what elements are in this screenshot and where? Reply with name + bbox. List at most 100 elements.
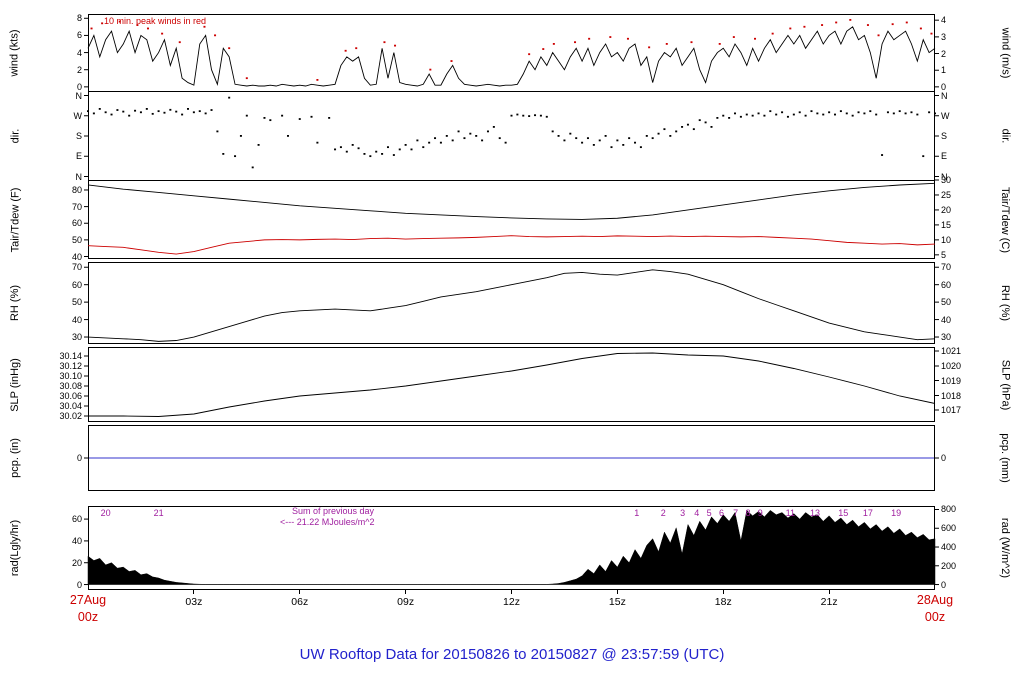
slp-axis-label-right: SLP (hPa) — [990, 347, 1020, 422]
wind-direction-deg-point — [886, 111, 889, 114]
wind-direction-deg-point — [128, 114, 131, 117]
wind-direction-deg-point — [839, 110, 842, 113]
slp-panel — [84, 347, 939, 422]
wind-direction-deg-point — [857, 111, 860, 114]
wind-direction-deg-point — [851, 114, 854, 117]
tair-axis-label-left-text: Tair/Tdew (F) — [9, 187, 21, 252]
wind-tick-left: 0 — [76, 81, 82, 92]
wind-direction-deg-point — [869, 110, 872, 113]
peak-winds-10min-point — [146, 27, 149, 30]
rad-sum-label: Sum of previous day — [292, 506, 375, 516]
wind-direction-deg-point — [216, 130, 219, 133]
peak-winds-10min-point — [754, 37, 757, 40]
wind-direction-deg-point — [575, 137, 578, 140]
peak-winds-10min-point — [178, 41, 181, 44]
peak-winds-10min-point — [450, 60, 453, 62]
relative-humidity — [87, 269, 936, 342]
wind-direction-deg-point — [539, 114, 542, 117]
wind-direction-deg-point — [710, 126, 713, 128]
wind-direction-deg-point — [675, 130, 678, 133]
wind-axis-label-left-text: wind (kts) — [9, 29, 21, 77]
rad-hour-mark: 15 — [838, 508, 849, 518]
wind-direction-deg-point — [245, 114, 248, 117]
x-start-hour: 00z — [77, 610, 99, 624]
wind-tick-right: 2 — [941, 48, 947, 59]
wind-direction-deg-point — [87, 110, 89, 113]
wind-direction-deg-point — [792, 113, 795, 116]
peak-winds-10min-point — [316, 79, 319, 81]
tair-axis-label-right: Tair/Tdew (C) — [990, 180, 1020, 259]
wind-direction-deg-point — [604, 135, 607, 137]
wind-direction-deg-point — [786, 115, 789, 118]
slp-tick-right: 1021 — [941, 346, 962, 356]
wind-direction-deg-point — [328, 117, 331, 119]
wind-direction-deg-point — [910, 111, 913, 114]
peak-winds-10min-point — [552, 43, 555, 45]
wind-direction-deg-point — [334, 148, 337, 151]
wind-direction-deg-point — [486, 130, 489, 133]
wind-direction-deg-point — [651, 137, 654, 140]
wind-direction-deg-point — [186, 108, 189, 110]
wind-direction-deg-point — [404, 144, 407, 146]
tair-tick-right: 5 — [941, 249, 947, 260]
sea-level-pressure — [88, 352, 936, 417]
rad-tick-left: 60 — [71, 514, 82, 525]
dir-tick-right: W — [941, 110, 950, 121]
wind-direction-deg-point — [204, 112, 207, 115]
slp-tick-right: 1017 — [941, 405, 962, 415]
wind-direction-deg-point — [834, 113, 837, 116]
dir-tick-right: N — [941, 171, 948, 182]
wind-direction-deg-point — [557, 135, 560, 137]
dir-tick-right: N — [941, 90, 948, 101]
x-tick — [828, 590, 830, 594]
rad-tick-right: 200 — [941, 560, 957, 571]
peak-winds-10min-point — [203, 25, 206, 28]
wind-direction-deg-point — [663, 128, 666, 131]
wind-direction-deg-point — [728, 117, 731, 119]
rad-tick-right: 800 — [941, 504, 957, 515]
wind-direction-deg-point — [463, 137, 466, 140]
wind-direction-deg-point — [845, 112, 848, 115]
wind-direction-deg-point — [345, 150, 348, 153]
wind-direction-deg-point — [469, 132, 472, 135]
wind-direction-deg-point — [239, 135, 242, 137]
tair-f — [87, 182, 936, 220]
wind-direction-deg-point — [410, 148, 413, 151]
x-tick-label: 21z — [820, 596, 838, 608]
dir-tick-left: E — [75, 151, 82, 162]
rad-hour-mark: 17 — [862, 508, 873, 518]
wind-direction-deg-point — [775, 113, 778, 116]
tair-tick-right: 25 — [941, 189, 952, 200]
wind-panel — [84, 14, 939, 92]
rh-panel — [84, 262, 939, 344]
slp-tick-left: 30.14 — [59, 351, 82, 361]
tdew-f — [87, 235, 936, 255]
dir-tick-right: E — [941, 151, 948, 162]
wind-direction-deg-point — [181, 113, 184, 116]
wind-direction-deg-point — [428, 141, 431, 144]
wind-direction-deg-point — [622, 144, 625, 146]
wind-direction-deg-point — [757, 112, 760, 115]
peak-winds-10min-point — [228, 47, 231, 50]
pcp-axis-label-left: pcp. (in) — [0, 425, 30, 491]
peak-winds-10min-point — [732, 36, 735, 38]
peak-winds-10min-point — [877, 34, 880, 37]
dir-panel — [84, 91, 939, 181]
wind-direction-deg-point — [522, 114, 525, 117]
wind-direction-deg-point — [163, 111, 166, 114]
wind-direction-deg-point — [145, 108, 148, 110]
wind-tick-left: 4 — [76, 47, 82, 58]
wind-direction-deg-point — [510, 114, 513, 117]
wind-direction-deg-point — [122, 110, 125, 113]
x-tick-label: 09z — [397, 596, 415, 608]
rh-tick-left: 50 — [71, 297, 82, 308]
wind-direction-deg-point — [922, 155, 925, 158]
wind-direction-deg-point — [639, 146, 642, 149]
wind-direction-deg-point — [134, 109, 137, 112]
rad-hour-mark: 1 — [634, 508, 640, 518]
rad-hour-mark: 4 — [694, 508, 700, 518]
peak-winds-10min-point — [771, 32, 774, 35]
wind-direction-deg-point — [863, 112, 866, 115]
rh-tick-right: 70 — [941, 262, 952, 273]
